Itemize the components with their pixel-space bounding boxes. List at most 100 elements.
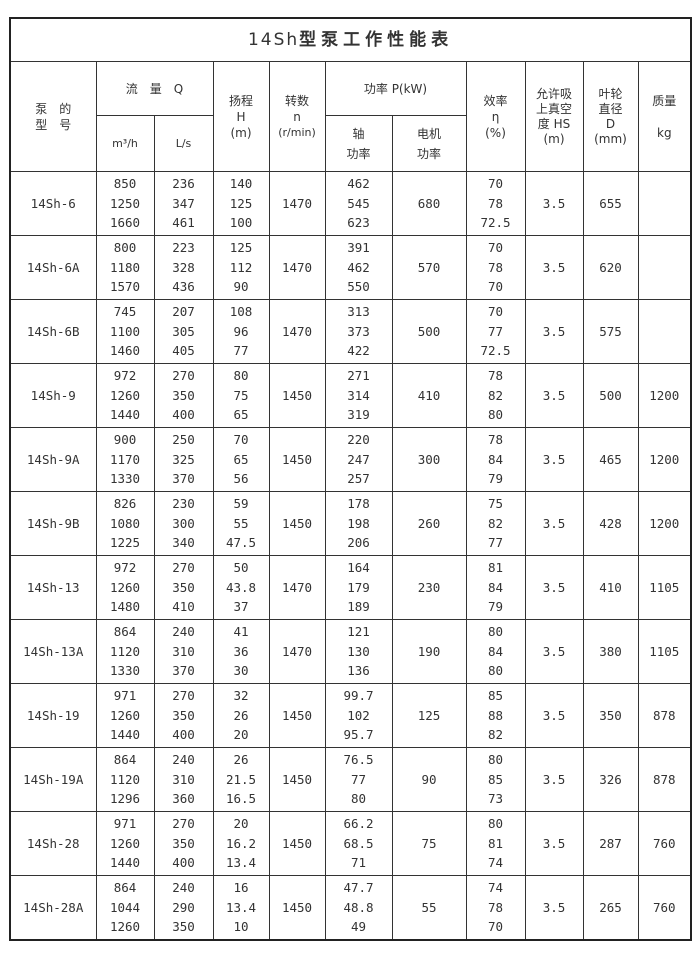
cell-flow-m3h: 745 1100 1460	[95, 299, 155, 364]
cell-efficiency: 81 84 79	[465, 555, 526, 620]
cell-impeller: 620	[582, 235, 639, 300]
cell-shaft-power-value: 178	[347, 496, 370, 512]
cell-efficiency: 78 84 79	[465, 427, 526, 492]
header-power: 功率 P(kW)	[324, 61, 467, 116]
cell-flow-m3h-value: 1440	[109, 727, 141, 743]
cell-mass: 878	[637, 747, 692, 812]
cell-head-value: 108	[229, 304, 253, 320]
cell-flow-ls: 223 328 436	[153, 235, 214, 300]
cell-head: 108 96 77	[212, 299, 270, 364]
cell-flow-m3h-value: 971	[113, 816, 137, 832]
cell-head-value: 16.2	[225, 835, 257, 851]
cell-shaft-power: 47.7 48.8 49	[324, 875, 393, 941]
cell-efficiency-value: 79	[487, 471, 504, 487]
cell-motor-power: 75	[391, 811, 467, 876]
table-row: 14Sh-9A 900 1170 1330 250 325 370 70 65 56 1450 220…	[9, 427, 692, 492]
cell-suction: 3.5	[524, 619, 584, 684]
cell-model: 14Sh-28	[9, 811, 97, 876]
cell-efficiency-value: 70	[487, 279, 504, 295]
cell-shaft-power-value: 391	[347, 240, 370, 256]
cell-mass: 1105	[637, 619, 692, 684]
cell-efficiency-value: 80	[487, 752, 504, 768]
cell-flow-ls-value: 270	[172, 688, 195, 704]
cell-model: 14Sh-9B	[9, 491, 97, 556]
cell-flow-ls-value: 405	[172, 343, 195, 359]
cell-efficiency-value: 70	[487, 304, 504, 320]
cell-flow-m3h-value: 1044	[109, 899, 141, 915]
cell-flow-ls-value: 290	[172, 899, 195, 915]
cell-speed: 1470	[268, 619, 326, 684]
header-shaft-power: 轴功率	[324, 115, 393, 172]
cell-flow-m3h-value: 864	[113, 624, 137, 640]
cell-flow-m3h-value: 1260	[109, 835, 141, 851]
cell-shaft-power-value: 95.7	[343, 727, 374, 743]
cell-flow-m3h: 864 1120 1296	[95, 747, 155, 812]
cell-head: 26 21.5 16.5	[212, 747, 270, 812]
cell-flow-m3h: 864 1120 1330	[95, 619, 155, 684]
cell-flow-m3h-value: 1260	[109, 707, 141, 723]
cell-mass: 1200	[637, 427, 692, 492]
cell-head: 140 125 100	[212, 171, 270, 236]
cell-shaft-power-value: 462	[347, 259, 370, 275]
cell-efficiency-value: 74	[487, 855, 504, 871]
cell-shaft-power-value: 373	[347, 323, 370, 339]
cell-efficiency-value: 81	[487, 835, 504, 851]
cell-shaft-power-value: 48.8	[343, 899, 374, 915]
cell-flow-ls-value: 350	[172, 707, 195, 723]
cell-suction: 3.5	[524, 363, 584, 428]
cell-efficiency-value: 70	[487, 240, 504, 256]
cell-shaft-power-value: 422	[347, 343, 370, 359]
cell-flow-ls-value: 350	[172, 579, 195, 595]
cell-impeller: 287	[582, 811, 639, 876]
cell-efficiency-value: 77	[487, 535, 504, 551]
cell-mass: 1105	[637, 555, 692, 620]
cell-head: 32 26 20	[212, 683, 270, 748]
table-row: 14Sh-6 850 1250 1660 236 347 461 140 125 100 1470 4…	[9, 171, 692, 236]
header-motor-power: 电机 功率	[391, 115, 467, 172]
cell-impeller: 265	[582, 875, 639, 941]
cell-shaft-power-value: 314	[347, 387, 370, 403]
cell-flow-ls-value: 305	[172, 323, 195, 339]
cell-flow-ls-value: 410	[172, 599, 195, 615]
cell-shaft-power-value: 206	[347, 535, 370, 551]
cell-head-value: 100	[229, 215, 253, 231]
cell-shaft-power-value: 80	[350, 791, 367, 807]
table-title: 14Sh型泵工作性能表	[9, 17, 692, 62]
cell-motor-power: 230	[391, 555, 467, 620]
cell-shaft-power: 99.7 102 95.7	[324, 683, 393, 748]
cell-shaft-power-value: 76.5	[343, 752, 374, 768]
cell-flow-m3h-value: 900	[113, 432, 137, 448]
cell-efficiency-value: 75	[487, 496, 504, 512]
cell-suction: 3.5	[524, 555, 584, 620]
cell-flow-m3h: 850 1250 1660	[95, 171, 155, 236]
cell-efficiency-value: 78	[487, 259, 504, 275]
cell-shaft-power-value: 99.7	[343, 688, 374, 704]
cell-head-value: 125	[229, 240, 253, 256]
cell-flow-m3h-value: 1260	[109, 387, 141, 403]
cell-head-value: 16	[233, 880, 249, 896]
cell-head-value: 41	[233, 624, 249, 640]
cell-shaft-power: 164 179 189	[324, 555, 393, 620]
cell-head-value: 80	[233, 368, 249, 384]
cell-efficiency: 70 78 70	[465, 235, 526, 300]
cell-suction: 3.5	[524, 299, 584, 364]
cell-flow-m3h-value: 826	[113, 496, 137, 512]
cell-speed: 1450	[268, 363, 326, 428]
cell-head: 59 55 47.5	[212, 491, 270, 556]
cell-head: 16 13.4 10	[212, 875, 270, 941]
cell-flow-m3h-value: 1225	[109, 535, 141, 551]
cell-head-value: 75	[233, 387, 249, 403]
header-flow: 流 量 Q	[95, 61, 214, 116]
cell-efficiency: 75 82 77	[465, 491, 526, 556]
cell-head-value: 77	[233, 343, 249, 359]
cell-flow-m3h-value: 1460	[109, 343, 141, 359]
cell-flow-m3h: 826 1080 1225	[95, 491, 155, 556]
cell-flow-m3h-value: 745	[113, 304, 137, 320]
cell-shaft-power: 462 545 623	[324, 171, 393, 236]
cell-flow-m3h: 971 1260 1440	[95, 811, 155, 876]
cell-efficiency-value: 80	[487, 816, 504, 832]
cell-model: 14Sh-6B	[9, 299, 97, 364]
cell-head-value: 37	[233, 599, 249, 615]
cell-head-value: 16.5	[225, 791, 257, 807]
cell-mass: 760	[637, 811, 692, 876]
